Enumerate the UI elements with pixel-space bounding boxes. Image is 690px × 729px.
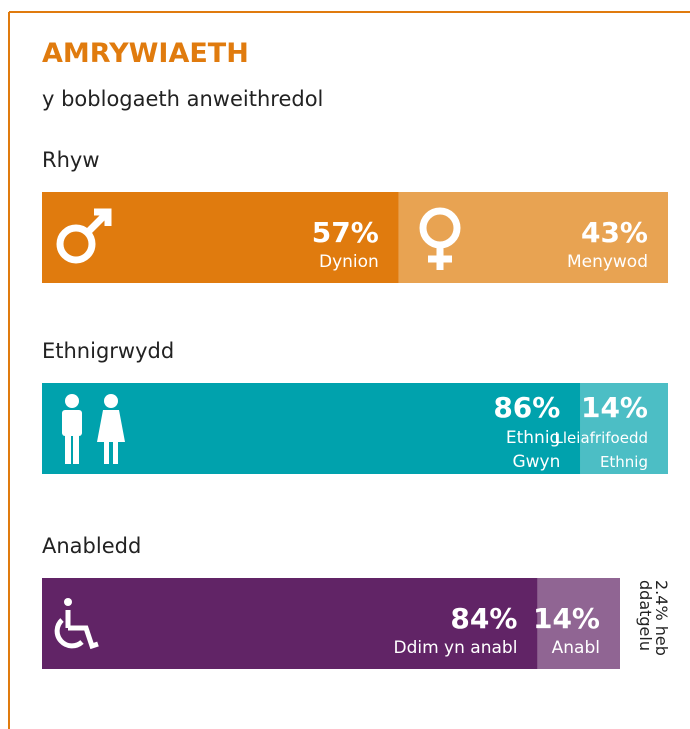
bar-segment (42, 578, 538, 669)
value-label: 43% (581, 216, 648, 249)
bar-segment (580, 383, 668, 474)
bar-segment (42, 383, 581, 474)
people-icon (62, 394, 125, 464)
segment-name: Ddim yn anabl (393, 638, 517, 658)
section-label: Ethnigrwydd (42, 339, 174, 363)
value-label: 14% (581, 391, 648, 424)
segment-name: Anabl (552, 638, 600, 658)
bar-segment (398, 192, 668, 283)
wheelchair-icon (54, 598, 99, 650)
bars: Rhyw 57% Dynion 43% Menywod Ethnigrwydd 86% Eth… (42, 148, 671, 669)
note: ddatgelu (636, 580, 655, 651)
value-label: 86% (493, 391, 560, 424)
section-label: Rhyw (42, 148, 100, 172)
bar-segment (42, 192, 399, 283)
section-label: Anabledd (42, 534, 141, 558)
subtitle: y boblogaeth anweithredol (42, 87, 323, 111)
bar-segment (537, 578, 620, 669)
value-label: 84% (450, 602, 517, 635)
segment-name: Ethnig (600, 453, 648, 471)
segment-name: Ethnig (506, 428, 560, 448)
value-label: 14% (533, 602, 600, 635)
value-label: 57% (312, 216, 379, 249)
icons (54, 207, 461, 650)
title: AMRYWIAETH (42, 38, 249, 69)
note: 2.4% heb (652, 580, 671, 656)
segment-name: Dynion (319, 252, 379, 272)
male-icon (56, 208, 112, 264)
female-icon (419, 207, 461, 270)
segment-name: Gwyn (512, 452, 560, 472)
segment-name: Menywod (567, 252, 648, 272)
segment-name: Lleiafrifoedd (555, 429, 648, 447)
